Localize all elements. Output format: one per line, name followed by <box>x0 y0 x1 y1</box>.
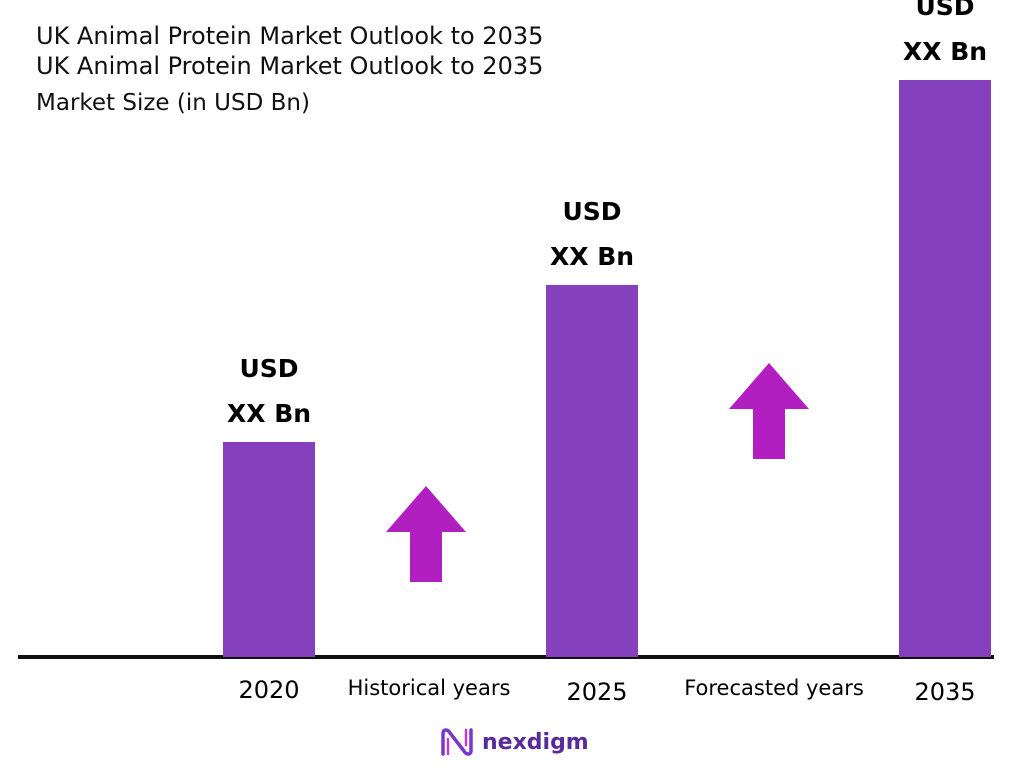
growth-arrow-icon <box>729 363 809 459</box>
data-label-2025-amount: XX Bn <box>549 242 635 272</box>
data-label-2020-amount: XX Bn <box>226 398 312 428</box>
x-tick-label-2020: 2020 <box>238 676 300 704</box>
chart-title: UK Animal Protein Market Outlook to 2035 <box>36 22 544 50</box>
chart-title-repeat: UK Animal Protein Market Outlook to 2035 <box>36 52 544 80</box>
brand-logo: nexdigm <box>440 722 589 762</box>
bar-2025 <box>546 285 638 657</box>
logo-wordmark: nexdigm <box>482 729 589 755</box>
forecasted-years-label: Forecasted years <box>684 676 864 700</box>
bar-2020 <box>223 441 315 657</box>
data-label-2025-currency: USD <box>562 197 622 227</box>
x-tick-label-2025: 2025 <box>566 678 628 706</box>
chart-subtitle: Market Size (in USD Bn) <box>36 90 310 116</box>
data-label-2035-amount: XX Bn <box>902 36 988 66</box>
bar-2035 <box>899 79 991 657</box>
x-axis-line <box>18 655 994 659</box>
data-label-2020-currency: USD <box>239 353 299 383</box>
nexdigm-logo-icon <box>441 728 473 756</box>
data-label-2035-currency: USD <box>915 0 975 21</box>
growth-arrow-icon <box>386 486 466 582</box>
x-tick-label-2035: 2035 <box>914 678 976 706</box>
historical-years-label: Historical years <box>347 676 511 700</box>
